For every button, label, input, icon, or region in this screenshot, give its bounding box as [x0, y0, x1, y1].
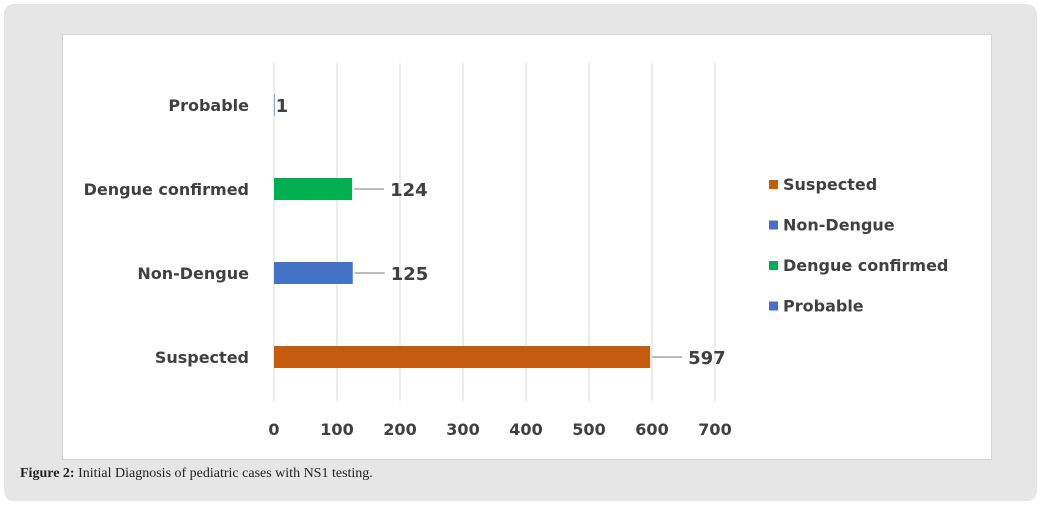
x-tick-label: 600 [635, 420, 668, 439]
legend-swatch [769, 301, 778, 311]
x-tick-label: 400 [509, 420, 542, 439]
legend-swatch [769, 220, 778, 230]
category-label: Probable [168, 96, 249, 115]
data-label: 124 [390, 180, 428, 201]
bar [274, 94, 275, 116]
x-tick-label: 500 [572, 420, 605, 439]
caption-text: Initial Diagnosis of pediatric cases wit… [74, 466, 373, 481]
bar-chart: 0 100 200 300 400 500 600 700 Suspected 597 Non-De… [84, 63, 948, 439]
legend-entry: Probable [783, 297, 864, 316]
legend-entry: Suspected [783, 175, 877, 194]
bar [274, 178, 353, 200]
x-tick-label: 700 [698, 420, 731, 439]
x-tick-label: 300 [446, 420, 479, 439]
x-tick-label: 100 [320, 420, 353, 439]
data-label: 597 [688, 348, 726, 369]
x-tick-label: 200 [383, 420, 416, 439]
category-label: Non-Dengue [137, 264, 249, 283]
legend-swatch [769, 261, 778, 270]
figure-caption: Figure 2: Initial Diagnosis of pediatric… [20, 466, 373, 482]
caption-label: Figure 2: [20, 466, 75, 481]
chart-area: 0 100 200 300 400 500 600 700 Suspected 597 Non-De… [62, 34, 992, 460]
legend-entry: Non-Dengue [783, 216, 895, 235]
figure-frame: 0 100 200 300 400 500 600 700 Suspected 597 Non-De… [4, 4, 1037, 501]
legend-entry: Dengue confirmed [783, 256, 948, 275]
x-tick-label: 0 [268, 420, 279, 439]
legend-swatch [769, 180, 778, 189]
category-label: Suspected [155, 348, 249, 367]
bar [274, 262, 353, 284]
category-label: Dengue confirmed [84, 180, 249, 199]
data-label: 125 [391, 264, 429, 285]
data-label: 1 [276, 96, 289, 117]
bar [274, 346, 651, 368]
